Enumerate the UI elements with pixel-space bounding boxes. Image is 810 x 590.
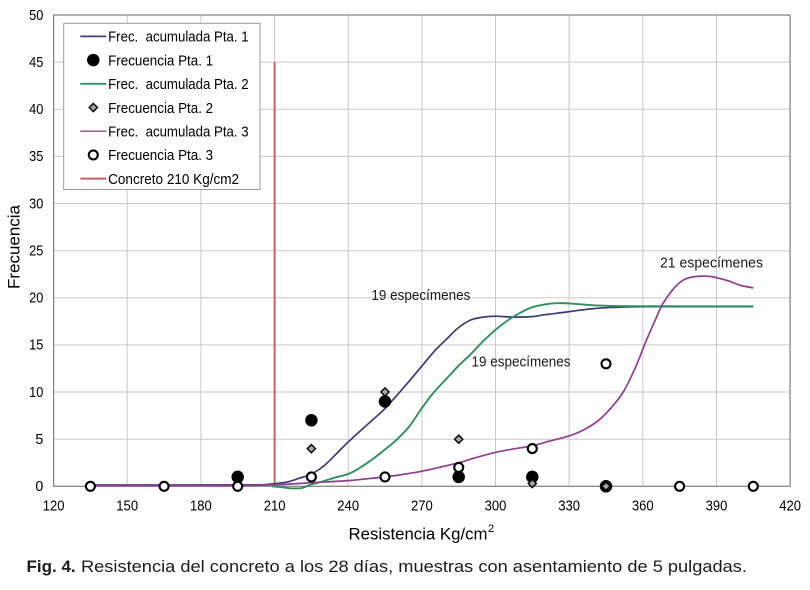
svg-text:Frec. acumulada Pta. 2: Frec. acumulada Pta. 2 [108,76,249,93]
svg-text:2: 2 [488,523,494,535]
svg-text:Concreto 210 Kg/cm2: Concreto 210 Kg/cm2 [108,171,239,188]
svg-text:390: 390 [706,498,728,514]
svg-text:180: 180 [190,498,212,514]
svg-text:Frecuencia: Frecuencia [5,204,23,289]
svg-text:40: 40 [29,102,43,118]
svg-text:Frec. acumulada Pta. 1: Frec. acumulada Pta. 1 [108,29,249,46]
svg-text:Frec. acumulada Pta. 3: Frec. acumulada Pta. 3 [108,124,249,141]
svg-text:25: 25 [29,244,43,260]
svg-text:330: 330 [558,498,580,514]
svg-text:Fig. 4.: Fig. 4. [27,557,76,576]
svg-text:210: 210 [264,498,286,514]
svg-text:270: 270 [411,498,433,514]
svg-text:240: 240 [337,498,359,514]
svg-text:15: 15 [29,338,43,354]
svg-text:420: 420 [779,498,801,514]
svg-text:Frecuencia Pta. 2: Frecuencia Pta. 2 [108,100,213,117]
svg-text:21 especímenes: 21 especímenes [660,255,763,272]
svg-text:50: 50 [29,8,43,24]
svg-text:5: 5 [35,432,43,448]
svg-text:Resistencia Kg/cm: Resistencia Kg/cm [349,525,488,543]
svg-text:19 especímenes: 19 especímenes [371,287,470,304]
svg-text:Frecuencia Pta. 3: Frecuencia Pta. 3 [108,147,213,164]
svg-text:10: 10 [29,385,43,401]
svg-text:20: 20 [29,291,43,307]
svg-text:120: 120 [43,498,65,514]
svg-text:30: 30 [29,196,43,212]
svg-text:360: 360 [632,498,654,514]
svg-text:45: 45 [29,55,43,71]
svg-text:150: 150 [116,498,138,514]
svg-text:Frecuencia Pta. 1: Frecuencia Pta. 1 [108,52,213,69]
svg-text:19 especímenes: 19 especímenes [472,353,571,370]
svg-text:35: 35 [29,149,43,165]
svg-text:0: 0 [35,479,43,495]
svg-text:300: 300 [485,498,507,514]
svg-text:Resistencia del concreto a los: Resistencia del concreto a los 28 días, … [81,557,747,576]
